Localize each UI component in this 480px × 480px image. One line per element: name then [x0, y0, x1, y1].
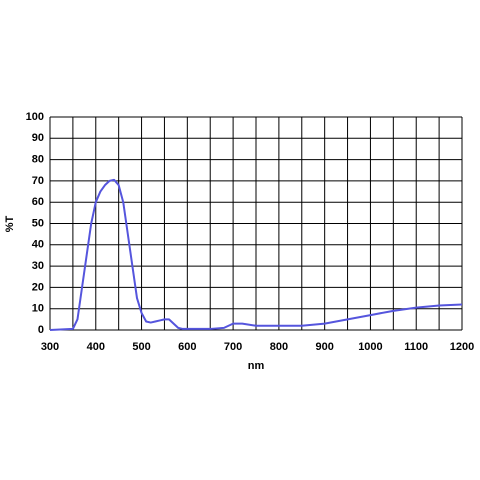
- y-tick-label: 20: [32, 281, 44, 293]
- y-tick-label: 80: [32, 154, 44, 166]
- y-tick-label: 40: [32, 239, 44, 251]
- x-tick-label: 600: [178, 341, 196, 353]
- x-tick-label: 700: [224, 341, 242, 353]
- x-axis-label: nm: [248, 360, 265, 372]
- x-tick-label: 1000: [358, 341, 382, 353]
- x-tick-label: 1100: [404, 341, 428, 353]
- y-tick-label: 70: [32, 175, 44, 187]
- y-tick-label: 100: [26, 111, 44, 123]
- y-axis-label: %T: [4, 215, 16, 232]
- x-tick-label: 400: [87, 341, 105, 353]
- y-tick-label: 30: [32, 260, 44, 272]
- y-tick-label: 90: [32, 132, 44, 144]
- data-line: [49, 178, 463, 331]
- y-tick-label: 10: [32, 303, 44, 315]
- x-tick-label: 900: [315, 341, 333, 353]
- x-tick-label: 800: [270, 341, 288, 353]
- y-tick-label: 50: [32, 217, 44, 229]
- x-tick-label: 500: [132, 341, 150, 353]
- y-tick-label: 0: [38, 324, 44, 336]
- y-tick-label: 60: [32, 196, 44, 208]
- x-tick-label: 1200: [450, 341, 474, 353]
- x-tick-label: 300: [41, 341, 59, 353]
